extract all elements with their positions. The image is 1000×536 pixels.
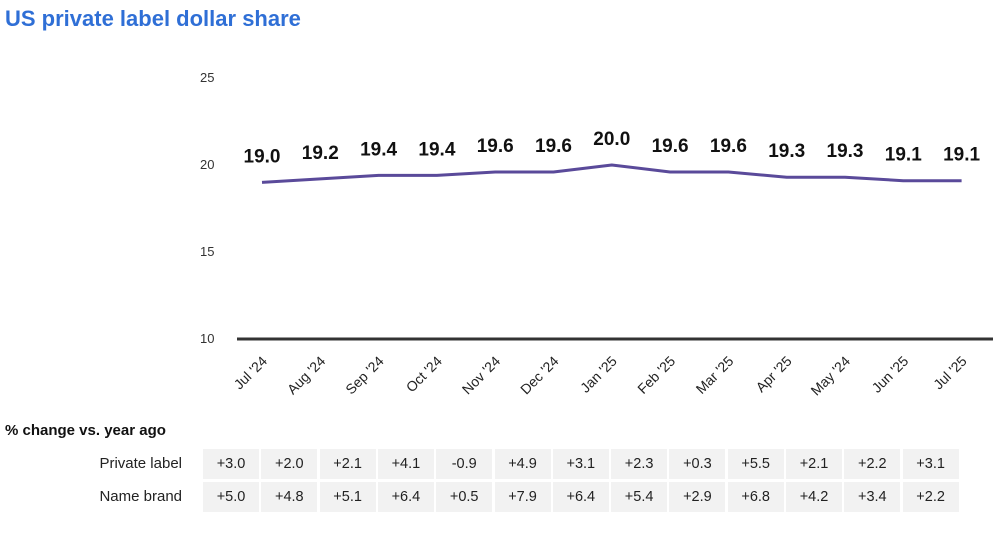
data-label: 19.6 <box>535 136 572 157</box>
table-cell: +2.1 <box>319 449 376 479</box>
x-tick-label: May '24 <box>807 353 853 399</box>
table-cell: +5.4 <box>611 482 668 512</box>
data-label: 19.1 <box>943 145 980 166</box>
y-tick-label: 10 <box>200 331 214 346</box>
x-tick-label: Jan '25 <box>577 353 620 396</box>
x-tick-label: Oct '24 <box>403 353 446 396</box>
table-row: Private label +3.0 +2.0 +2.1 +4.1 -0.9 +4.9 +3.… <box>0 449 1000 479</box>
data-label: 19.4 <box>360 139 397 160</box>
table-header: % change vs. year ago <box>5 422 166 439</box>
data-label: 19.0 <box>244 146 281 167</box>
data-label: 19.4 <box>418 139 455 160</box>
table-cell: +5.1 <box>319 482 376 512</box>
x-tick-label: Jul '24 <box>231 353 271 393</box>
row-label: Name brand <box>99 488 182 505</box>
x-tick-label: Apr '25 <box>752 353 795 396</box>
row-label: Private label <box>99 455 182 472</box>
y-tick-label: 15 <box>200 244 214 259</box>
x-tick-label: Aug '24 <box>284 353 329 398</box>
table-cell: +3.1 <box>902 449 959 479</box>
table-cell: +6.4 <box>552 482 609 512</box>
table-cell: +2.0 <box>261 449 318 479</box>
data-label: 19.3 <box>768 141 805 162</box>
table-cell: +3.4 <box>844 482 901 512</box>
data-label: 19.6 <box>652 136 689 157</box>
data-label: 19.6 <box>477 136 514 157</box>
data-label: 19.1 <box>885 145 922 166</box>
table-cell: +5.0 <box>203 482 259 512</box>
table-cell: +7.9 <box>494 482 551 512</box>
series-line <box>261 163 962 184</box>
x-tick-label: Nov '24 <box>459 353 504 398</box>
line-chart: 10 15 20 25 19.0 19.2 19.4 19.4 19.6 19.6 20.0 19.6… <box>200 70 993 399</box>
table-cell: +2.2 <box>844 449 901 479</box>
table-cell: +4.8 <box>261 482 318 512</box>
data-label: 20.0 <box>593 129 630 150</box>
x-tick-label: Jul '25 <box>930 353 970 393</box>
table-cell: +3.1 <box>552 449 609 479</box>
table-cell: +4.9 <box>494 449 551 479</box>
table-cell: +5.5 <box>727 449 784 479</box>
y-tick-label: 20 <box>200 157 214 172</box>
x-tick-label: Mar '25 <box>693 353 737 397</box>
x-tick-label: Jun '25 <box>868 353 911 396</box>
table-cell: +6.8 <box>727 482 784 512</box>
table-row: Name brand +5.0 +4.8 +5.1 +6.4 +0.5 +7.9 +6.4 +5… <box>0 482 1000 512</box>
table-cell: +2.2 <box>902 482 959 512</box>
table-cell: +0.3 <box>669 449 726 479</box>
table-cell: +6.4 <box>377 482 434 512</box>
table-cell: +4.1 <box>377 449 434 479</box>
data-label: 19.6 <box>710 136 747 157</box>
table-cell: +2.3 <box>611 449 668 479</box>
x-tick-label: Sep '24 <box>342 353 387 398</box>
table-cell: +2.1 <box>786 449 842 479</box>
table-cell: -0.9 <box>436 449 493 479</box>
data-label: 19.2 <box>302 143 339 164</box>
table-cell: +0.5 <box>436 482 493 512</box>
table-cell: +2.9 <box>669 482 726 512</box>
chart-title: US private label dollar share <box>5 6 301 31</box>
table-cell: +3.0 <box>203 449 259 479</box>
y-tick-label: 25 <box>200 70 214 85</box>
data-label: 19.3 <box>827 141 864 162</box>
x-tick-label: Feb '25 <box>634 353 678 397</box>
x-tick-label: Dec '24 <box>517 353 562 398</box>
table-cell: +4.2 <box>786 482 842 512</box>
